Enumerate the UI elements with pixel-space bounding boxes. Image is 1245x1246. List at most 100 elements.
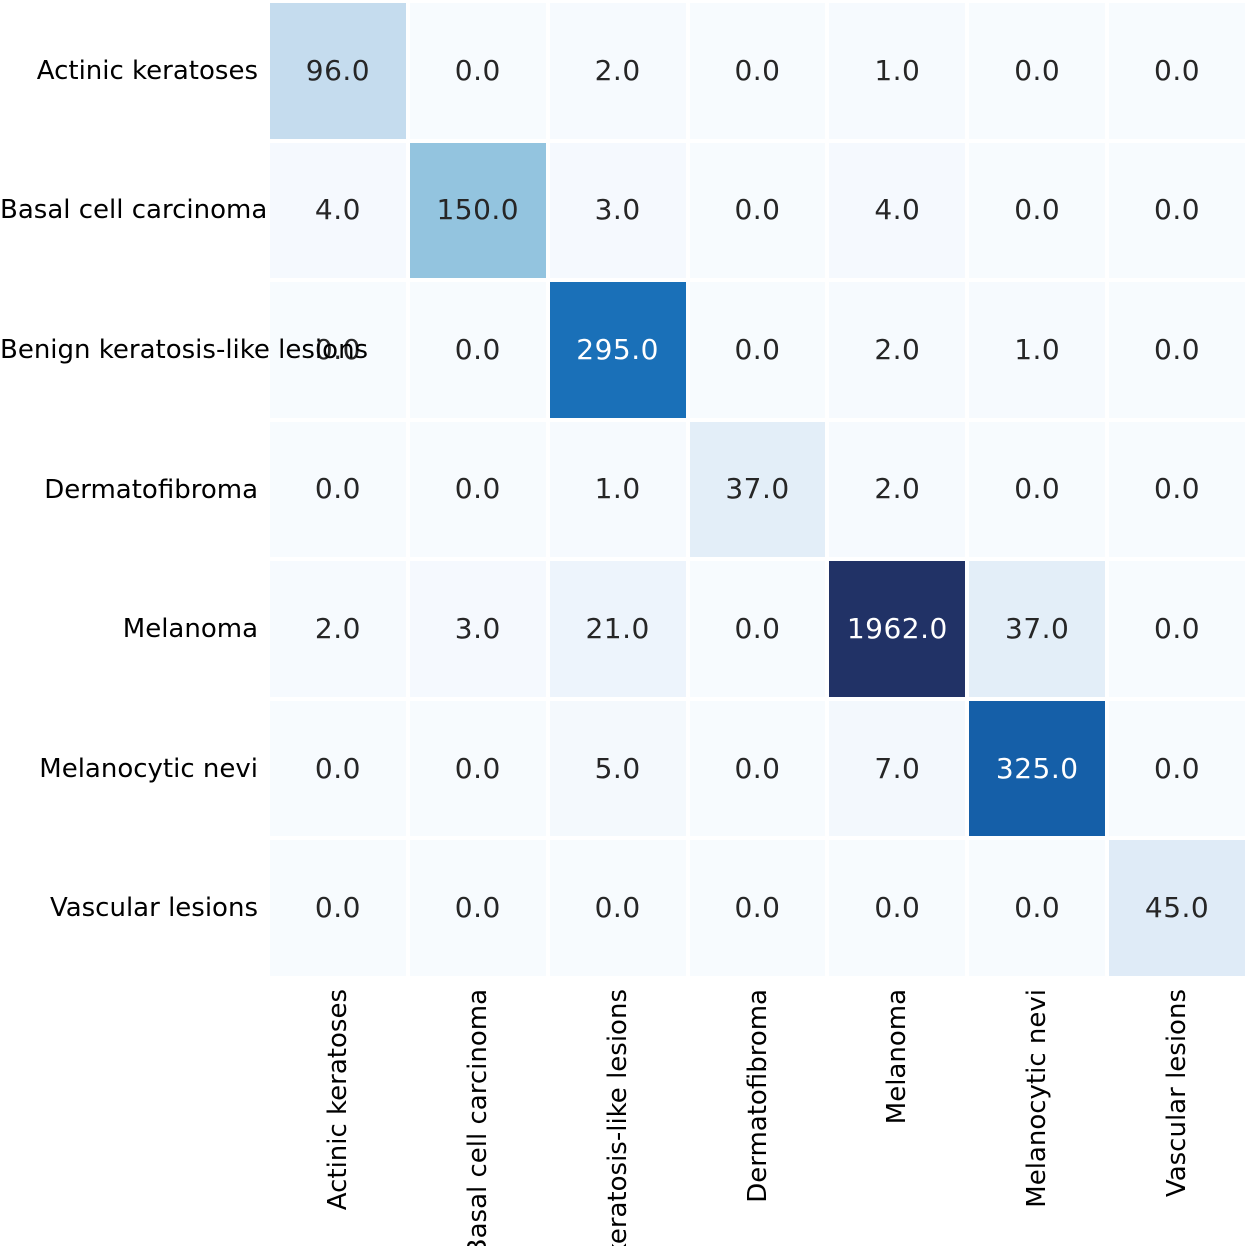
- heatmap-cell: 0.0: [1109, 3, 1245, 139]
- cell-value: 0.0: [1014, 193, 1061, 227]
- cell-value: 0.0: [1154, 332, 1201, 366]
- heatmap-cell: 7.0: [829, 700, 966, 837]
- cell-value: 0.0: [1154, 751, 1201, 785]
- heatmap-cell: 4.0: [270, 142, 406, 279]
- heatmap-cell: 37.0: [689, 421, 826, 558]
- cell-value: 45.0: [1144, 891, 1210, 925]
- heatmap-cell: 325.0: [969, 700, 1106, 837]
- cell-value: 0.0: [454, 751, 501, 785]
- col-label: Benign keratosis-like lesions: [602, 989, 633, 1246]
- heatmap-cell: 0.0: [689, 142, 826, 279]
- cell-value: 150.0: [436, 193, 520, 227]
- heatmap-cell: 37.0: [969, 561, 1106, 697]
- cell-value: 2.0: [314, 612, 361, 646]
- cell-value: 1.0: [874, 53, 921, 87]
- row-label: Melanoma: [122, 614, 258, 645]
- heatmap-grid: 96.0 0.0 2.0 0.0 1.0 0.0 0.0 4.0 150.0 3.0 0.0 4.0 0…: [270, 3, 1245, 976]
- cell-value: 2.0: [874, 332, 921, 366]
- cell-value: 0.0: [314, 472, 361, 506]
- heatmap-cell: 0.0: [689, 700, 826, 837]
- cell-value: 37.0: [725, 472, 790, 506]
- row-label: Dermatofibroma: [44, 474, 258, 505]
- heatmap-cell: 2.0: [549, 3, 686, 139]
- cell-value: 0.0: [734, 53, 781, 87]
- cell-value: 0.0: [314, 332, 361, 366]
- cell-value: 2.0: [594, 53, 641, 87]
- cell-value: 0.0: [314, 891, 361, 925]
- heatmap-cell: 4.0: [829, 142, 966, 279]
- heatmap-cell: 0.0: [270, 700, 406, 837]
- heatmap-cell: 0.0: [549, 840, 686, 976]
- cell-value: 0.0: [594, 891, 641, 925]
- heatmap-cell: 0.0: [409, 840, 546, 976]
- cell-value: 1962.0: [846, 612, 948, 646]
- cell-value: 4.0: [874, 193, 921, 227]
- heatmap-cell: 150.0: [409, 142, 546, 279]
- cell-value: 0.0: [454, 332, 501, 366]
- heatmap-cell: 45.0: [1109, 840, 1245, 976]
- cell-value: 0.0: [734, 332, 781, 366]
- heatmap-cell: 21.0: [549, 561, 686, 697]
- heatmap-cell: 0.0: [1109, 282, 1245, 418]
- heatmap-cell: 1.0: [969, 282, 1106, 418]
- cell-value: 0.0: [454, 53, 501, 87]
- col-label: Vascular lesions: [1162, 989, 1193, 1198]
- col-label: Melanocytic nevi: [1022, 989, 1053, 1208]
- cell-value: 0.0: [314, 751, 361, 785]
- heatmap-cell: 2.0: [829, 282, 966, 418]
- heatmap-cell: 0.0: [270, 282, 406, 418]
- cell-value: 0.0: [1014, 472, 1061, 506]
- heatmap-cell: 0.0: [1109, 142, 1245, 279]
- heatmap-cell: 0.0: [1109, 421, 1245, 558]
- col-label: Dermatofibroma: [742, 989, 773, 1203]
- heatmap-cell: 3.0: [549, 142, 686, 279]
- heatmap-cell: 3.0: [409, 561, 546, 697]
- cell-value: 96.0: [305, 53, 371, 87]
- heatmap-cell: 0.0: [829, 840, 966, 976]
- cell-value: 0.0: [1154, 193, 1201, 227]
- heatmap-cell: 0.0: [689, 561, 826, 697]
- row-label: Basal cell carcinoma: [0, 195, 268, 226]
- cell-value: 0.0: [1154, 612, 1201, 646]
- col-label: Actinic keratoses: [322, 989, 353, 1211]
- heatmap-cell: 1.0: [829, 3, 966, 139]
- heatmap-cell: 0.0: [409, 700, 546, 837]
- cell-value: 3.0: [454, 612, 501, 646]
- cell-value: 0.0: [1154, 472, 1201, 506]
- heatmap-cell: 0.0: [969, 142, 1106, 279]
- cell-value: 325.0: [995, 751, 1079, 785]
- cell-value: 295.0: [576, 332, 659, 366]
- heatmap-cell: 0.0: [1109, 561, 1245, 697]
- row-label: Benign keratosis-like lesions: [0, 334, 369, 365]
- cell-value: 37.0: [1005, 612, 1070, 646]
- row-label: Vascular lesions: [49, 893, 258, 924]
- cell-value: 0.0: [734, 751, 781, 785]
- cell-value: 1.0: [1014, 332, 1061, 366]
- cell-value: 0.0: [734, 612, 781, 646]
- row-label: Melanocytic nevi: [39, 753, 258, 784]
- heatmap-cell: 0.0: [969, 840, 1106, 976]
- heatmap-cell: 0.0: [270, 421, 406, 558]
- heatmap-cell: 0.0: [270, 840, 406, 976]
- cell-value: 3.0: [594, 193, 641, 227]
- cell-value: 0.0: [454, 472, 501, 506]
- heatmap-cell: 0.0: [969, 421, 1106, 558]
- cell-value: 0.0: [454, 891, 501, 925]
- heatmap-cell: 0.0: [409, 421, 546, 558]
- heatmap-cell: 0.0: [969, 3, 1106, 139]
- heatmap-cell: 0.0: [1109, 700, 1245, 837]
- heatmap-cell: 295.0: [549, 282, 686, 418]
- heatmap-cell: 0.0: [689, 3, 826, 139]
- heatmap-cell: 0.0: [689, 840, 826, 976]
- cell-value: 7.0: [874, 751, 921, 785]
- heatmap-cell: 5.0: [549, 700, 686, 837]
- cell-value: 1.0: [594, 472, 641, 506]
- heatmap-cell: 1.0: [549, 421, 686, 558]
- row-label: Actinic keratoses: [36, 55, 258, 86]
- heatmap-cell: 2.0: [829, 421, 966, 558]
- cell-value: 0.0: [734, 193, 781, 227]
- cell-value: 0.0: [874, 891, 921, 925]
- heatmap-cell: 0.0: [689, 282, 826, 418]
- col-label: Basal cell carcinoma: [462, 989, 493, 1246]
- cell-value: 4.0: [314, 193, 361, 227]
